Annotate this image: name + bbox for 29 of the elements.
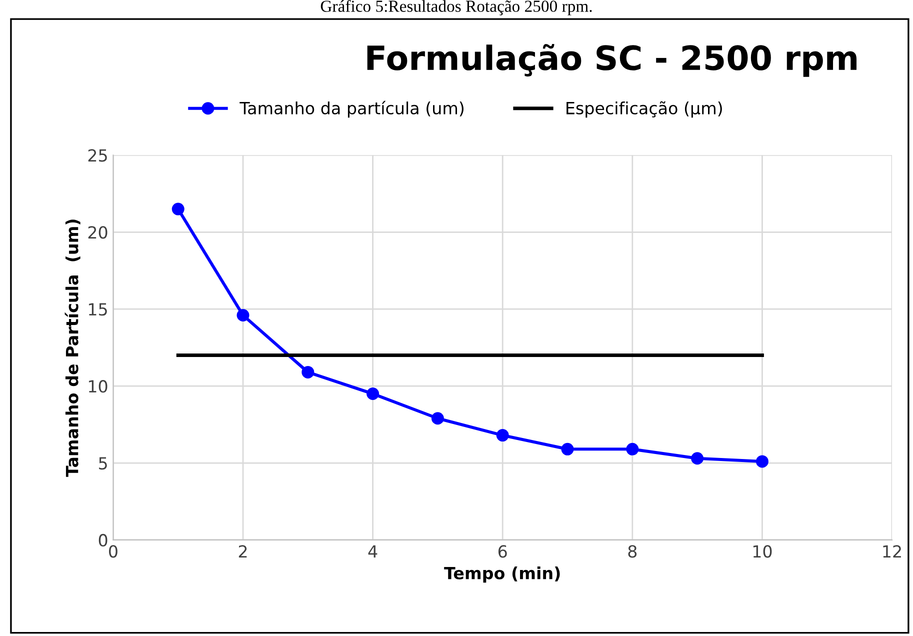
x-tick-label: 2 bbox=[238, 545, 247, 558]
y-tick-label: 0 bbox=[98, 534, 108, 547]
y-tick-label: 5 bbox=[99, 457, 107, 470]
x-tick-label: 6 bbox=[498, 545, 507, 558]
point bbox=[172, 202, 184, 216]
point bbox=[431, 412, 444, 425]
point bbox=[561, 442, 574, 456]
chart-title: Formulação SC - 2500 rpm bbox=[367, 44, 856, 77]
x-tick-label: 4 bbox=[368, 545, 378, 558]
x-axis-title: Tempo (min) bbox=[444, 566, 560, 583]
point bbox=[366, 387, 380, 400]
x-tick-label: 8 bbox=[628, 545, 637, 558]
point bbox=[756, 455, 768, 468]
point bbox=[236, 309, 250, 322]
point bbox=[626, 442, 639, 456]
legend-label: Especificação (µm) bbox=[566, 101, 722, 118]
y-tick-label: 15 bbox=[88, 303, 107, 316]
y-axis-title: Tamanho de Partícula (um) bbox=[64, 220, 80, 477]
x-tick-label: 10 bbox=[753, 545, 772, 558]
legend-label: Tamanho da partícula (um) bbox=[240, 100, 464, 118]
point bbox=[302, 366, 314, 378]
x-tick-label: 0 bbox=[109, 545, 118, 558]
y-tick-label: 10 bbox=[88, 380, 108, 393]
y-tick-label: 25 bbox=[88, 149, 107, 162]
text: Gráfico 5:Resultados Rotação 2500 rpm. bbox=[320, 0, 592, 16]
point bbox=[691, 452, 704, 465]
x-tick-label: 12 bbox=[883, 545, 901, 558]
point bbox=[496, 429, 509, 442]
y-tick-label: 20 bbox=[88, 226, 108, 239]
